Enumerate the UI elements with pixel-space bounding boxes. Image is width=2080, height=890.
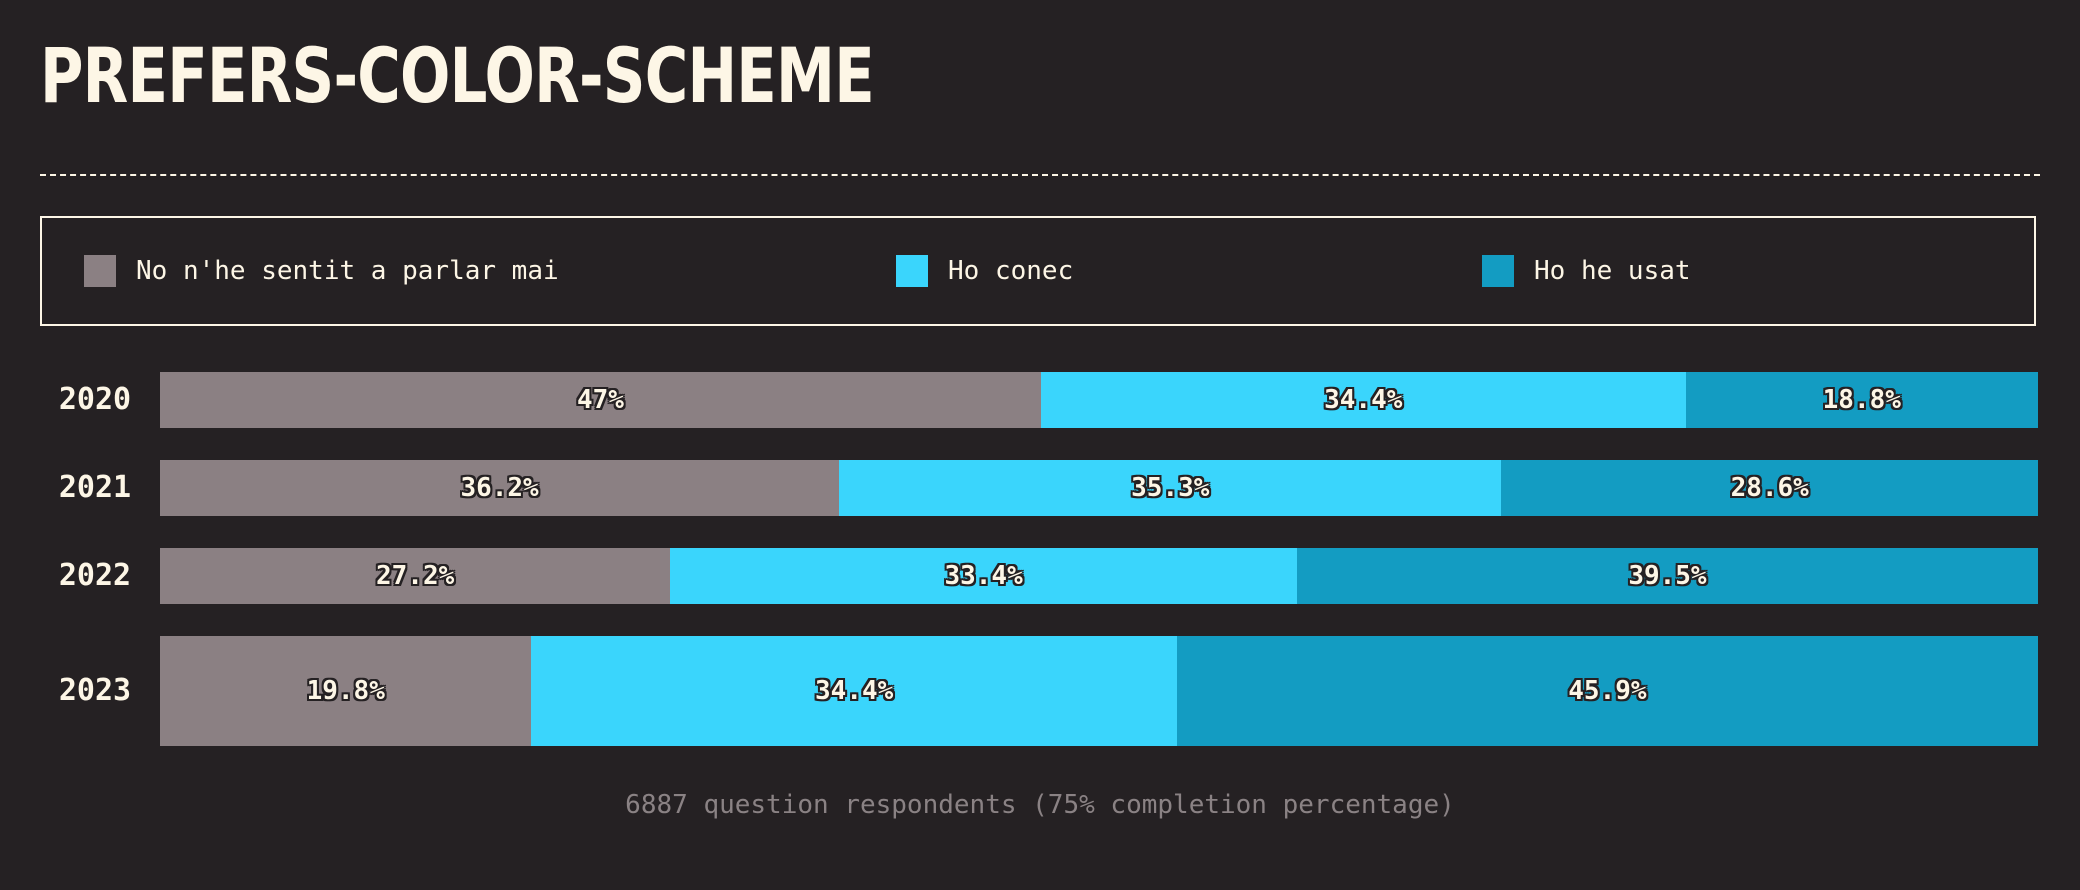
legend-swatch-used-it <box>1482 255 1514 287</box>
bar-segment-2021-2[interactable]: 28.6% <box>1501 460 2038 516</box>
data-label-2022-2: 39.5% <box>1628 561 1707 591</box>
year-label-2023: 2023 <box>58 673 132 708</box>
data-label-2023-0: 19.8% <box>306 676 385 706</box>
bar-segment-2020-1[interactable]: 34.4% <box>1040 372 1686 428</box>
bar-segment-2022-2[interactable]: 39.5% <box>1296 548 2038 604</box>
legend-label-used-it: Ho he usat <box>1534 256 1691 286</box>
data-label-2022-0: 27.2% <box>376 561 455 591</box>
title-divider <box>40 174 2040 176</box>
legend-label-know-it: Ho conec <box>948 256 1074 286</box>
data-label-2020-1: 34.4% <box>1324 385 1403 415</box>
data-label-2020-0: 47% <box>576 385 624 415</box>
bar-segment-2022-1[interactable]: 33.4% <box>670 548 1297 604</box>
year-label-2021: 2021 <box>58 470 132 505</box>
bar-segment-2023-0[interactable]: 19.8% <box>160 636 532 746</box>
legend-label-never-heard: No n'he sentit a parlar mai <box>136 256 559 286</box>
legend-item-used-it[interactable]: Ho he usat <box>1482 218 1691 324</box>
bar-row-2022: 27.2% 33.4% 39.5% <box>160 548 2038 604</box>
bar-segment-2023-2[interactable]: 45.9% <box>1176 636 2038 746</box>
data-label-2023-1: 34.4% <box>815 676 894 706</box>
data-label-2020-2: 18.8% <box>1822 385 1901 415</box>
data-label-2023-2: 45.9% <box>1568 676 1647 706</box>
bar-segment-2020-0[interactable]: 47% <box>160 372 1041 428</box>
year-label-2022: 2022 <box>58 558 132 593</box>
data-label-2021-1: 35.3% <box>1131 473 1210 503</box>
legend-swatch-know-it <box>896 255 928 287</box>
year-label-2020: 2020 <box>58 382 132 417</box>
legend-swatch-never-heard <box>84 255 116 287</box>
bar-row-2021: 36.2% 35.3% 28.6% <box>160 460 2038 516</box>
bar-segment-2023-1[interactable]: 34.4% <box>531 636 1177 746</box>
chart-title: PREFERS-COLOR-SCHEME <box>40 31 875 120</box>
data-label-2021-0: 36.2% <box>460 473 539 503</box>
data-label-2021-2: 28.6% <box>1730 473 1809 503</box>
bar-segment-2021-1[interactable]: 35.3% <box>839 460 1502 516</box>
respondents-note: 6887 question respondents (75% completio… <box>625 790 1455 820</box>
legend: No n'he sentit a parlar mai Ho conec Ho … <box>40 216 2036 326</box>
legend-item-never-heard[interactable]: No n'he sentit a parlar mai <box>84 218 559 324</box>
legend-item-know-it[interactable]: Ho conec <box>896 218 1073 324</box>
bar-row-2023: 19.8% 34.4% 45.9% <box>160 636 2038 746</box>
bar-segment-2020-2[interactable]: 18.8% <box>1685 372 2038 428</box>
bar-segment-2022-0[interactable]: 27.2% <box>160 548 671 604</box>
data-label-2022-1: 33.4% <box>944 561 1023 591</box>
bar-row-2020: 47% 34.4% 18.8% <box>160 372 2038 428</box>
bar-segment-2021-0[interactable]: 36.2% <box>160 460 840 516</box>
